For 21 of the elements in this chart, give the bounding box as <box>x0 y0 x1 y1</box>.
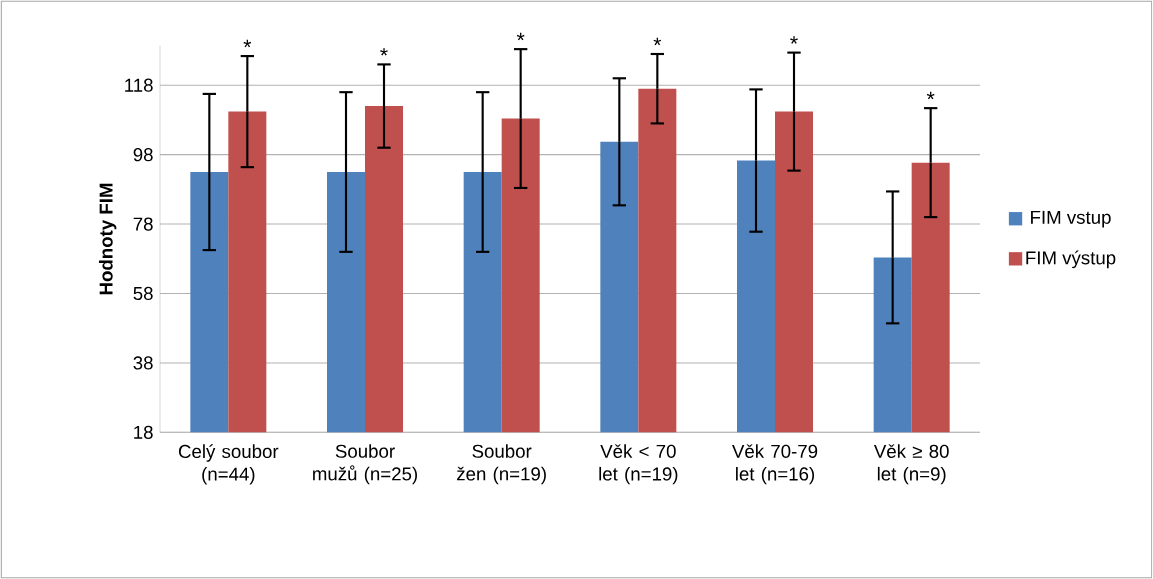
legend-label: FIM výstup <box>1026 250 1116 269</box>
y-tick-label: 78 <box>133 217 153 231</box>
y-tick-label: 118 <box>125 78 153 92</box>
x-tick-label: Soubor žen (n=19) <box>457 444 546 485</box>
y-tick-label: 98 <box>133 148 153 162</box>
x-tick-label: Celý soubor (n=44) <box>178 444 279 485</box>
text: * <box>790 36 798 44</box>
x-tick-label: Soubor mužů (n=25) <box>313 444 417 485</box>
y-axis-title: Hodnoty FIM <box>98 183 117 295</box>
text: * <box>653 37 662 46</box>
annotation: * <box>380 48 388 56</box>
y-tick-label: 58 <box>133 286 153 301</box>
annotation: * <box>243 39 252 48</box>
x-tick-label: Věk ≥ 80 let (n=9) <box>873 444 949 485</box>
x-tick-label: Věk 70-79 let (n=16) <box>732 444 818 485</box>
legend-label: FIM vstup <box>1031 210 1111 228</box>
y-tick-label: 18 <box>134 425 153 439</box>
annotation: * <box>926 91 935 100</box>
text: * <box>516 32 525 41</box>
y-tick-label: 38 <box>133 356 153 370</box>
x-tick-label: Věk < 70 let (n=19) <box>599 444 678 485</box>
